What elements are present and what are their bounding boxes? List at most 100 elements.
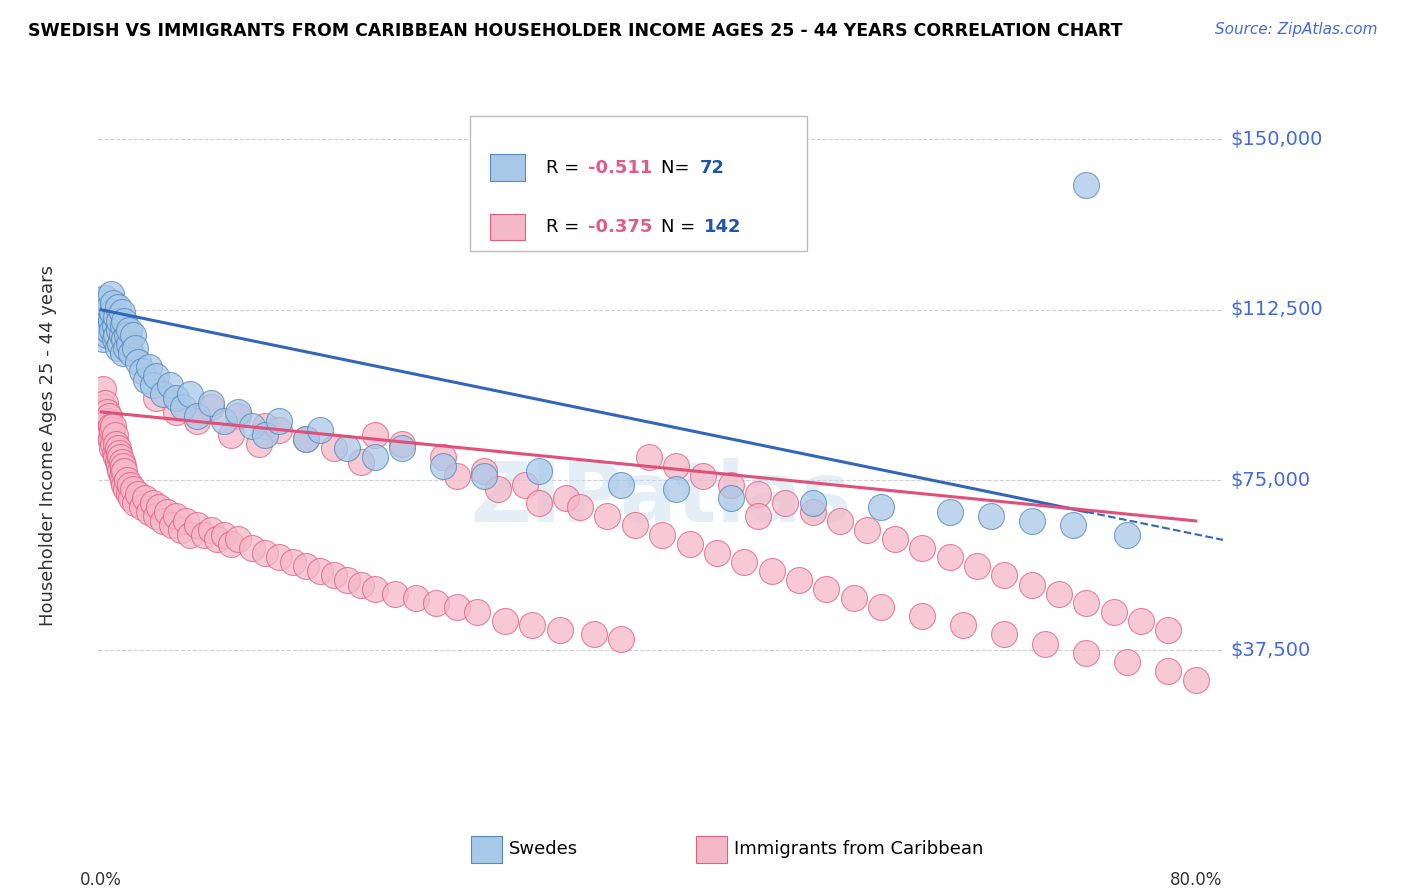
Point	[1047, 586, 1070, 600]
Point	[179, 527, 201, 541]
Point	[219, 427, 242, 442]
Point	[1102, 605, 1125, 619]
Text: $112,500: $112,500	[1230, 301, 1323, 319]
Point	[254, 546, 277, 560]
Text: N=: N=	[661, 159, 695, 177]
Point	[118, 477, 141, 491]
Point	[446, 600, 468, 615]
Point	[938, 550, 960, 565]
Point	[364, 427, 387, 442]
Point	[108, 446, 131, 460]
Point	[1185, 673, 1208, 687]
Point	[870, 600, 893, 615]
Point	[103, 296, 125, 310]
Point	[120, 346, 142, 360]
Point	[110, 336, 132, 351]
Point	[582, 627, 605, 641]
Point	[432, 450, 454, 465]
Point	[1116, 527, 1139, 541]
Point	[364, 450, 387, 465]
Point	[159, 377, 181, 392]
Point	[124, 342, 146, 356]
Point	[112, 464, 135, 478]
Point	[145, 509, 167, 524]
Point	[665, 459, 688, 474]
Point	[527, 496, 550, 510]
Point	[322, 568, 344, 582]
Point	[207, 532, 229, 546]
Point	[801, 505, 824, 519]
Point	[267, 423, 290, 437]
Point	[117, 336, 139, 351]
Point	[692, 468, 714, 483]
Point	[651, 527, 673, 541]
Point	[775, 496, 797, 510]
Text: 142: 142	[703, 218, 741, 235]
Point	[254, 427, 277, 442]
Point	[309, 423, 332, 437]
Point	[145, 368, 167, 383]
Point	[98, 301, 121, 315]
Point	[186, 518, 208, 533]
Point	[138, 505, 160, 519]
Point	[131, 500, 153, 515]
Point	[97, 414, 120, 428]
Point	[186, 414, 208, 428]
Point	[94, 318, 117, 333]
Point	[142, 496, 165, 510]
Point	[91, 332, 114, 346]
Point	[432, 459, 454, 474]
Point	[105, 450, 128, 465]
Text: R =: R =	[546, 159, 585, 177]
Point	[114, 482, 136, 496]
Point	[98, 423, 121, 437]
Point	[111, 327, 134, 342]
Text: Source: ZipAtlas.com: Source: ZipAtlas.com	[1215, 22, 1378, 37]
Point	[104, 332, 127, 346]
Point	[93, 401, 115, 415]
Point	[610, 477, 633, 491]
Point	[100, 286, 122, 301]
Point	[112, 477, 135, 491]
Point	[179, 386, 201, 401]
Text: SWEDISH VS IMMIGRANTS FROM CARIBBEAN HOUSEHOLDER INCOME AGES 25 - 44 YEARS CORRE: SWEDISH VS IMMIGRANTS FROM CARIBBEAN HOU…	[28, 22, 1122, 40]
Point	[472, 468, 495, 483]
Point	[720, 491, 742, 506]
Point	[467, 605, 489, 619]
Point	[94, 396, 117, 410]
Point	[295, 559, 318, 574]
Point	[101, 323, 124, 337]
Text: Swedes: Swedes	[509, 840, 578, 858]
Point	[295, 432, 318, 446]
Point	[267, 414, 290, 428]
Point	[911, 541, 934, 556]
Point	[815, 582, 838, 596]
Point	[121, 327, 143, 342]
Point	[112, 318, 135, 333]
Point	[112, 459, 135, 474]
Point	[952, 618, 974, 632]
Point	[148, 500, 170, 515]
Bar	[489, 154, 526, 181]
Point	[446, 468, 468, 483]
Point	[101, 442, 124, 456]
Point	[938, 505, 960, 519]
Point	[281, 555, 304, 569]
Bar	[489, 214, 526, 240]
Point	[101, 423, 124, 437]
Point	[105, 327, 128, 342]
Point	[515, 477, 537, 491]
Text: 0.0%: 0.0%	[80, 871, 122, 888]
Point	[127, 355, 149, 369]
Point	[720, 477, 742, 491]
Point	[226, 532, 249, 546]
Point	[112, 332, 135, 346]
Point	[856, 523, 879, 537]
Point	[678, 536, 700, 550]
Point	[219, 536, 242, 550]
Point	[193, 527, 215, 541]
Point	[152, 386, 174, 401]
Point	[107, 442, 129, 456]
Point	[107, 301, 129, 315]
Point	[107, 455, 129, 469]
